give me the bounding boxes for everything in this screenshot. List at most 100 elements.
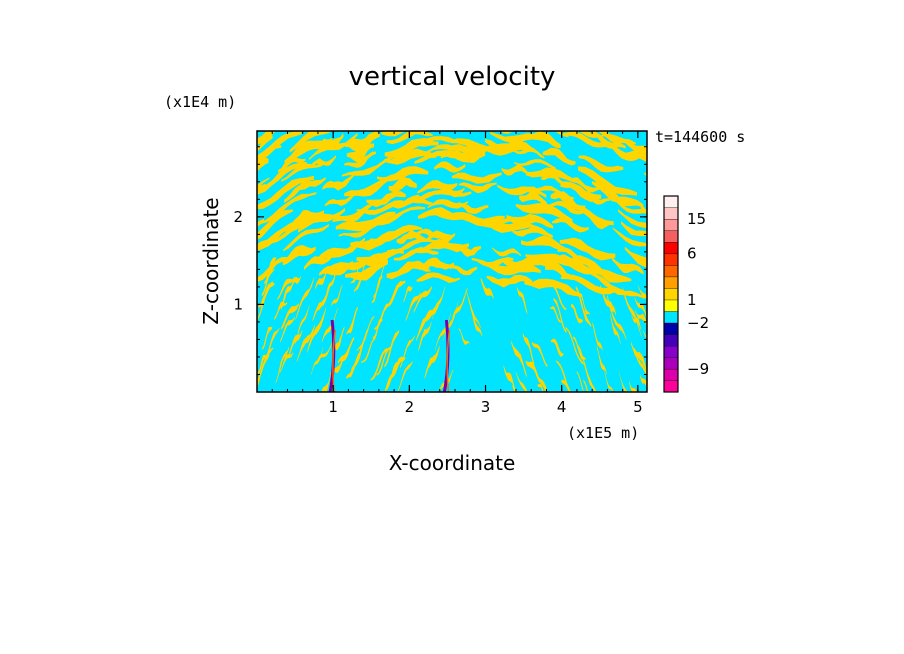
positive-band [282,245,316,266]
positive-band [311,346,324,376]
positive-band [332,326,345,354]
positive-band [591,131,626,149]
positive-band [338,221,382,238]
positive-band [354,258,368,293]
positive-band [274,301,288,320]
positive-band [463,118,520,128]
colorbar-segment [664,196,678,208]
positive-band [646,149,647,153]
positive-band [366,191,406,208]
positive-band [289,131,334,153]
positive-band [257,235,260,240]
positive-band [612,190,646,211]
positive-band [629,381,638,392]
x-axis-label: X-coordinate [389,451,516,475]
positive-band [556,360,571,392]
positive-band [503,365,516,392]
positive-band [345,259,388,281]
positive-band [217,137,244,160]
positive-band [393,246,439,261]
positive-band [416,306,435,342]
colorbar-segment [664,242,678,254]
positive-band [384,137,439,158]
positive-band [583,191,610,205]
positive-band [654,143,696,168]
positive-band [322,174,354,191]
positive-band [372,318,383,339]
positive-band [335,211,396,232]
positive-band [511,340,527,378]
positive-band [384,373,395,392]
positive-band [458,328,470,346]
positive-band [654,287,665,303]
positive-band [621,221,647,237]
positive-band [237,312,252,333]
positive-band [631,341,647,373]
positive-band [307,307,327,354]
positive-band [578,155,624,173]
positive-band [351,327,369,372]
positive-band [581,208,614,230]
positive-band [531,341,548,368]
positive-band [345,133,377,152]
positive-band [611,144,647,163]
positive-band [454,245,481,257]
y-axis-label: Z-coordinate [199,197,223,324]
colorbar-segment [664,357,678,369]
positive-band [284,177,326,203]
positive-band [281,282,293,311]
positive-band [370,348,388,381]
positive-band [321,373,331,392]
positive-band [304,252,334,270]
positive-band [257,218,264,228]
positive-band [413,285,432,314]
positive-band [309,155,337,169]
positive-band [397,361,413,392]
colorbar-segment [664,265,678,277]
colorbar-frame [663,195,679,393]
positive-band [237,354,251,375]
positive-band [548,200,585,215]
positive-band [513,147,545,159]
positive-band [290,210,324,228]
positive-band [237,340,255,387]
positive-band [341,154,398,177]
positive-band [522,332,535,366]
positive-band [321,307,338,343]
positive-band [437,187,465,198]
positive-band [572,255,632,283]
positive-band [217,152,243,174]
positive-band [660,163,716,195]
positive-band [257,131,276,145]
positive-band [600,284,614,312]
positive-band [640,374,647,390]
positive-band [400,335,415,369]
positive-band [483,261,541,276]
positive-band [257,221,306,251]
positive-band [480,218,538,233]
positive-band [371,275,383,304]
positive-band [498,395,516,442]
positive-band [646,366,647,370]
positive-band [542,254,600,275]
positive-band [594,393,610,425]
positive-band [346,143,375,163]
positive-band [418,321,432,352]
positive-band [527,131,561,148]
positive-band [604,370,614,392]
positive-band [486,274,533,288]
positive-band [257,183,266,196]
positive-band [392,356,406,378]
x-ticks: 1 2 3 4 5 [271,131,643,416]
positive-band [284,137,332,165]
x-tick-label: 4 [557,398,567,416]
positive-band [332,203,373,223]
positive-band [618,370,628,392]
positive-band [328,252,380,271]
positive-band [387,238,443,253]
positive-band [550,191,586,211]
positive-band [564,131,611,148]
positive-band [621,137,647,158]
colorbar-tick-label: 1 [687,291,697,309]
positive-band [376,346,392,376]
